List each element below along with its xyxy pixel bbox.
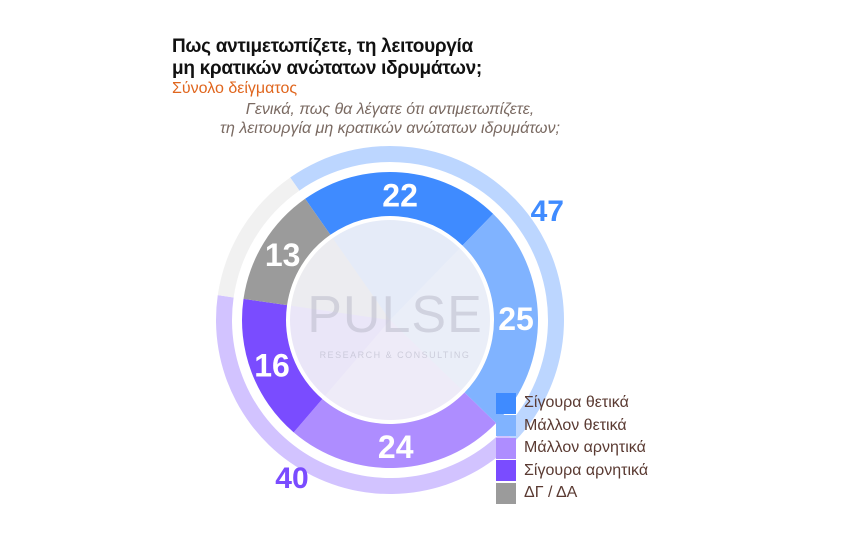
chart-subtitle: Σύνολο δείγματος bbox=[172, 80, 298, 97]
question-text: Γενικά, πως θα λέγατε ότι αντιμετωπίζετε… bbox=[180, 100, 600, 138]
segment-1 bbox=[462, 213, 538, 424]
total-ring-arc bbox=[290, 145, 565, 442]
watermark-logo: PULSE bbox=[307, 286, 483, 344]
total-label: 47 bbox=[531, 195, 564, 228]
title-line: μη κρατικών ανώτατων ιδρυμάτων; bbox=[172, 58, 482, 79]
total-label: 40 bbox=[275, 462, 308, 495]
legend-item: Μάλλον αρνητικά bbox=[496, 437, 648, 460]
center-wedge bbox=[289, 305, 390, 396]
legend-label: Σίγουρα θετικά bbox=[524, 394, 629, 412]
legend-swatch bbox=[496, 437, 516, 459]
legend-item: Μάλλον θετικά bbox=[496, 415, 648, 438]
donut-center bbox=[290, 220, 490, 420]
segment-label: 25 bbox=[498, 301, 534, 337]
legend-label: Μάλλον θετικά bbox=[524, 416, 627, 434]
legend-swatch bbox=[496, 460, 516, 482]
legend-swatch bbox=[496, 482, 516, 504]
center-wedge bbox=[291, 238, 390, 320]
legend-item: ΔΓ / ΔΑ bbox=[496, 482, 648, 505]
question-line: Γενικά, πως θα λέγατε ότι αντιμετωπίζετε… bbox=[245, 101, 535, 118]
ring-separator bbox=[235, 165, 545, 475]
title-line: Πως αντιμετωπίζετε, τη λειτουργία bbox=[172, 36, 473, 57]
legend-swatch bbox=[496, 415, 516, 437]
segment-3 bbox=[242, 298, 323, 433]
segment-label: 24 bbox=[378, 429, 414, 465]
question-line: τη λειτουργία μη κρατικών ανώτατων ιδρυμ… bbox=[220, 120, 560, 137]
segment-2 bbox=[293, 392, 497, 469]
legend-item: Σίγουρα θετικά bbox=[496, 392, 648, 415]
center-wedge bbox=[332, 220, 460, 320]
center-wedge bbox=[390, 248, 490, 390]
segment-0 bbox=[305, 172, 494, 246]
segment-label: 22 bbox=[382, 177, 418, 213]
segment-4 bbox=[243, 198, 331, 306]
legend-item: Σίγουρα αρνητικά bbox=[496, 460, 648, 483]
center-wedge bbox=[324, 320, 462, 420]
segment-label: 13 bbox=[265, 237, 301, 273]
legend: Σίγουρα θετικά Μάλλον θετικά Μάλλον αρνητι… bbox=[496, 392, 648, 505]
legend-swatch bbox=[496, 392, 516, 414]
legend-label: Μάλλον αρνητικά bbox=[524, 439, 646, 457]
watermark-tagline: RESEARCH & CONSULTING bbox=[320, 350, 471, 360]
legend-label: Σίγουρα αρνητικά bbox=[524, 461, 649, 479]
total-ring-arc bbox=[215, 295, 515, 494]
total-ring-arc bbox=[217, 177, 300, 298]
legend-label: ΔΓ / ΔΑ bbox=[524, 484, 578, 502]
segment-label: 16 bbox=[254, 347, 290, 383]
chart-title: Πως αντιμετωπίζετε, τη λειτουργία μη κρα… bbox=[172, 36, 482, 80]
